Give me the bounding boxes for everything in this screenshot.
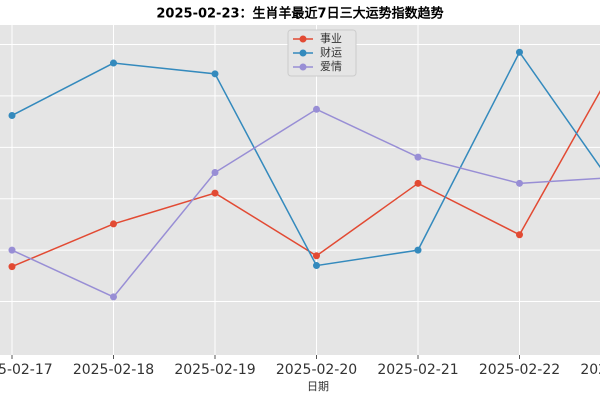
x-tick-label: 2025-02-23	[580, 362, 600, 378]
x-axis-label: 日期	[307, 380, 329, 393]
plot-area	[0, 25, 600, 355]
point	[313, 262, 320, 270]
point	[8, 263, 16, 271]
legend-label: 财运	[320, 45, 342, 59]
point	[313, 252, 320, 260]
x-tick-label: 2025-02-22	[479, 362, 560, 378]
legend-label: 爱情	[320, 60, 342, 73]
point	[516, 231, 523, 239]
point	[211, 189, 219, 197]
chart-title: 2025-02-23：生肖羊最近7日三大运势指数趋势	[156, 6, 443, 22]
x-tick-label: 2025-02-18	[73, 362, 154, 378]
point	[516, 48, 523, 56]
x-tick-label: 2025-02-17	[0, 362, 53, 378]
point	[414, 179, 422, 187]
point	[211, 70, 219, 78]
point	[414, 153, 422, 161]
point	[516, 179, 523, 187]
legend-marker	[299, 63, 307, 71]
point	[110, 220, 117, 228]
point	[211, 169, 219, 177]
legend-marker	[299, 35, 307, 43]
point	[414, 246, 422, 254]
point	[110, 293, 117, 301]
x-tick-label: 2025-02-21	[377, 362, 458, 378]
x-tick-label: 2025-02-19	[174, 362, 255, 378]
point	[313, 105, 320, 113]
x-tick-label: 2025-02-20	[276, 362, 357, 378]
point	[8, 246, 16, 254]
legend-marker	[299, 49, 307, 57]
point	[8, 111, 16, 119]
point	[110, 59, 117, 67]
legend-label: 事业	[320, 32, 342, 45]
